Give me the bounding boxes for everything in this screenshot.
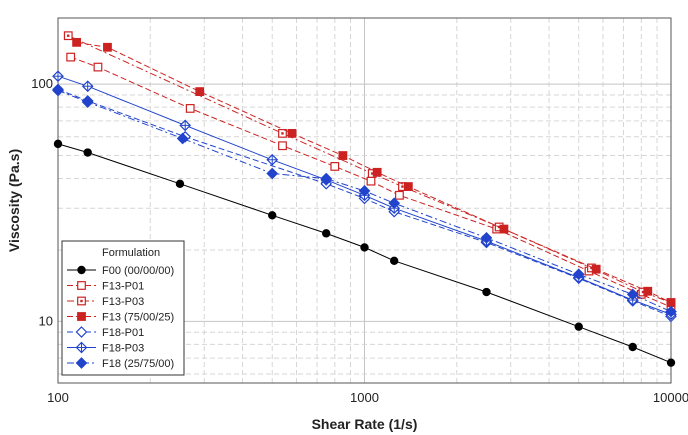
legend-box	[61, 240, 185, 376]
legend-title: Formulation	[102, 247, 160, 259]
legend-marker	[75, 326, 88, 338]
x-tick-label: 1000	[350, 390, 379, 405]
data-point	[626, 288, 639, 301]
data-point	[175, 179, 185, 189]
legend-marker	[77, 281, 86, 290]
series-line	[57, 88, 672, 317]
data-point-dot	[281, 132, 284, 135]
legend-entry: F13 (75/00/25)	[67, 312, 174, 324]
plot-area	[57, 17, 672, 384]
data-point	[53, 139, 63, 149]
legend-entry: F13-P01	[67, 281, 144, 293]
legend-entry: F13-P03	[67, 296, 144, 308]
data-point	[268, 211, 277, 220]
legend-label: F00 (00/00/00)	[102, 265, 174, 277]
series-line	[67, 35, 672, 304]
legend: Formulation F00 (00/00/00) F13-P01 F13-P03…	[61, 240, 185, 376]
data-point	[176, 132, 189, 145]
data-point	[666, 358, 676, 367]
data-point	[480, 231, 493, 244]
data-point-dot	[590, 266, 593, 270]
legend-label: F18-P03	[102, 343, 144, 355]
tick-labels: 100 1000 10000 10 100	[31, 76, 688, 405]
data-point	[338, 151, 348, 160]
data-point	[322, 229, 331, 238]
x-axis-label: Shear Rate (1/s)	[312, 416, 418, 432]
data-point-dot	[401, 185, 404, 188]
legend-marker	[75, 357, 88, 369]
legend-label: F13-P01	[102, 281, 144, 293]
data-point	[572, 268, 585, 281]
legend-entry: F00 (00/00/00)	[67, 265, 174, 277]
data-point	[403, 182, 413, 191]
y-axis-label: Viscosity (Pa.s)	[6, 149, 22, 252]
data-point	[72, 37, 82, 47]
x-tick-label: 10000	[653, 390, 688, 405]
x-tick-label: 100	[47, 390, 69, 405]
legend-label: F18-P01	[102, 327, 144, 339]
series-4	[72, 37, 676, 308]
data-point	[103, 42, 112, 52]
data-point-dot	[371, 172, 374, 175]
data-point	[366, 176, 376, 186]
data-point	[360, 243, 369, 252]
series-1	[53, 139, 676, 367]
data-point	[52, 84, 64, 97]
legend-entry: F18-P03	[67, 341, 144, 355]
y-tick-label: 100	[31, 76, 53, 91]
data-point	[358, 185, 371, 197]
series-layer	[52, 31, 677, 367]
data-point	[266, 167, 279, 180]
data-point	[83, 148, 92, 157]
data-point	[287, 128, 297, 138]
legend-entry: F18-P01	[67, 326, 144, 339]
data-point-dot	[641, 290, 645, 294]
y-tick-label: 10	[39, 313, 53, 328]
data-point	[93, 62, 103, 72]
grid-lines	[58, 18, 671, 383]
legend-label: F18 (25/75/00)	[102, 358, 174, 370]
legend-label: F13-P03	[102, 296, 144, 308]
data-point	[591, 264, 601, 274]
legend-marker	[77, 312, 86, 321]
legend-entry: F18 (25/75/00)	[67, 357, 174, 370]
data-point	[482, 287, 491, 297]
series-7	[52, 84, 677, 318]
data-point	[574, 322, 583, 331]
data-point	[499, 224, 509, 234]
data-point	[195, 87, 205, 97]
data-point	[666, 298, 676, 308]
data-point-dot	[67, 34, 70, 37]
data-point	[185, 104, 195, 113]
legend-label: F13 (75/00/25)	[102, 312, 174, 324]
data-point	[628, 342, 637, 352]
data-point	[320, 172, 333, 185]
data-point	[278, 141, 287, 151]
data-point	[372, 167, 382, 177]
data-point	[643, 286, 653, 296]
data-point	[665, 305, 677, 318]
legend-marker	[77, 265, 86, 275]
data-point	[388, 197, 401, 210]
data-point	[395, 190, 404, 200]
data-point	[330, 162, 340, 171]
data-point	[81, 96, 94, 108]
data-point	[390, 256, 399, 266]
legend-marker-dot	[80, 299, 83, 303]
series-line	[57, 90, 672, 313]
data-point	[66, 52, 76, 62]
